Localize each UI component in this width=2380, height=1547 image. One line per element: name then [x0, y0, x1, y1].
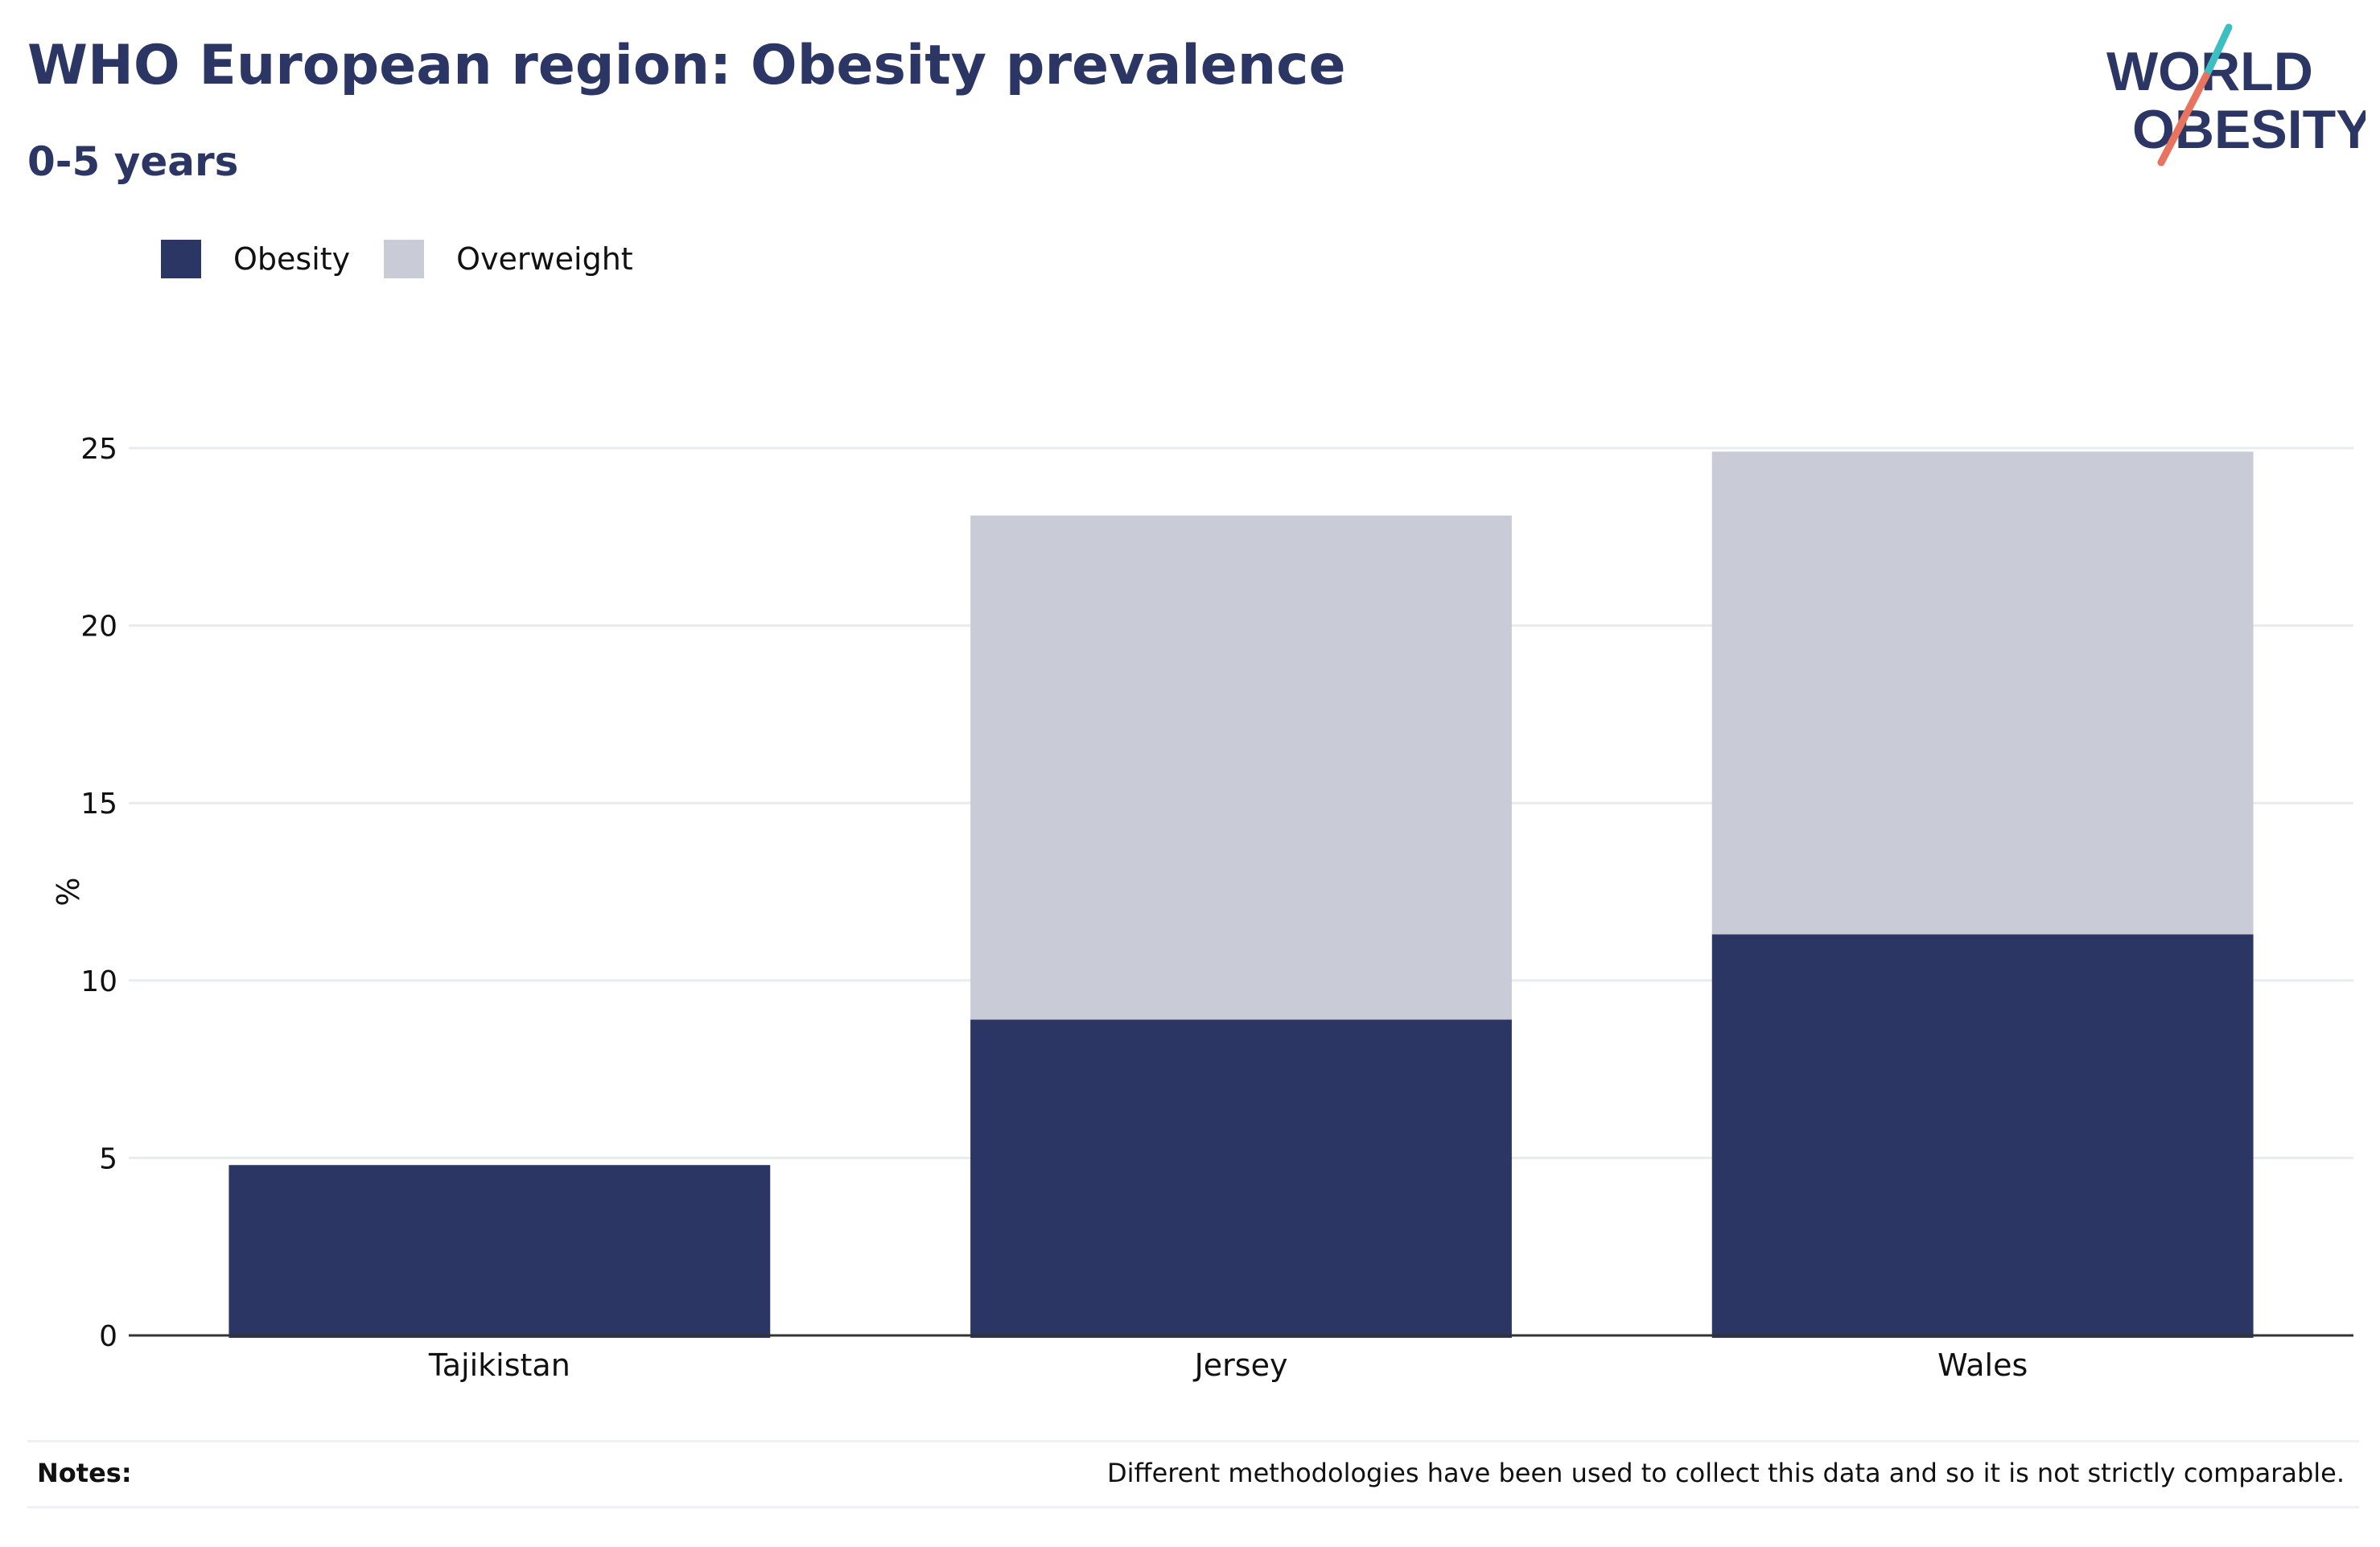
- stacked-bar-chart: 0 5 10 15 20 25% Tajikistan Jersey Wales: [49, 433, 2353, 1383]
- notes-divider-bottom: [27, 1506, 2359, 1508]
- chart-title: WHO European region: Obesity prevalence: [27, 34, 1346, 97]
- notes-label: Notes:: [37, 1458, 132, 1488]
- y-tick-label-5: 5: [99, 1142, 117, 1175]
- world-obesity-logo: WORLD OBESITY: [2106, 23, 2366, 167]
- bar-overweight-wales: [1711, 451, 2254, 935]
- logo-slash-coral: [2157, 72, 2210, 167]
- legend-label-overweight: Overweight: [456, 241, 633, 277]
- y-tick-label-25: 25: [80, 433, 117, 466]
- x-tick-label-jersey: Jersey: [1193, 1347, 1288, 1383]
- legend-swatch-obesity: [161, 240, 201, 278]
- x-tick-label-wales: Wales: [1937, 1347, 2028, 1383]
- bar-obesity-wales: [1711, 934, 2254, 1338]
- bar-obesity-jersey: [970, 1019, 1512, 1338]
- y-tick-label-15: 15: [80, 788, 117, 821]
- y-axis-label: %: [49, 877, 84, 906]
- legend-item-obesity[interactable]: Obesity: [161, 240, 350, 278]
- bar-overweight-jersey: [970, 515, 1512, 1020]
- y-tick-label-20: 20: [80, 611, 117, 644]
- bar-obesity-tajikistan: [229, 1165, 771, 1338]
- legend-swatch-overweight: [384, 240, 425, 278]
- notes-divider-top: [27, 1440, 2359, 1442]
- chart-legend: Obesity Overweight: [161, 240, 667, 278]
- x-tick-label-tajikistan: Tajikistan: [428, 1347, 570, 1383]
- notes-text: Different methodologies have been used t…: [1107, 1458, 2345, 1488]
- legend-item-overweight[interactable]: Overweight: [384, 240, 633, 278]
- y-tick-label-0: 0: [99, 1320, 117, 1353]
- logo-slash-teal: [2202, 23, 2233, 80]
- chart-subtitle: 0-5 years: [27, 138, 239, 185]
- y-tick-label-10: 10: [80, 965, 117, 998]
- legend-label-obesity: Obesity: [233, 241, 351, 277]
